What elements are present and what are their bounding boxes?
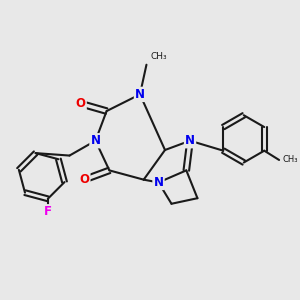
Text: N: N — [154, 176, 164, 189]
Text: N: N — [135, 88, 145, 101]
Text: N: N — [185, 134, 195, 147]
Text: O: O — [80, 173, 89, 186]
Text: N: N — [91, 134, 100, 147]
Text: CH₃: CH₃ — [283, 155, 298, 164]
Text: F: F — [44, 205, 52, 218]
Text: CH₃: CH₃ — [150, 52, 167, 61]
Text: O: O — [76, 97, 85, 110]
